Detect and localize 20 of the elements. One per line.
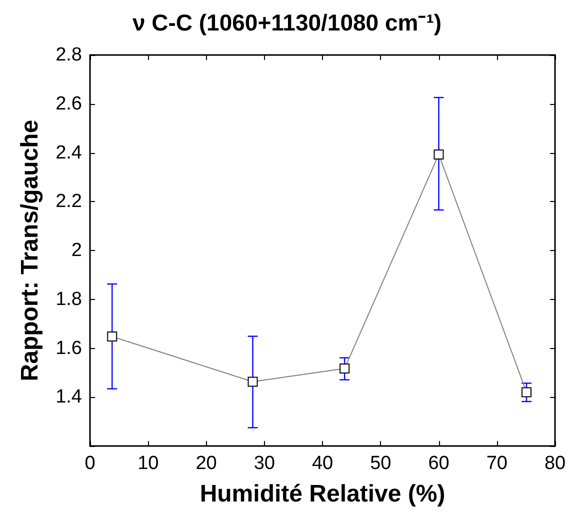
x-tick-label: 60 <box>428 453 450 474</box>
x-tick-label: 10 <box>138 453 159 474</box>
chart-title: ν C-C (1060+1130/1080 cm⁻¹) <box>132 10 442 36</box>
y-tick-label: 1.8 <box>56 288 82 310</box>
y-tick-label: 1.6 <box>56 338 82 359</box>
x-axis-title: Humidité Relative (%) <box>200 480 446 508</box>
x-tick-label: 30 <box>254 453 275 474</box>
y-tick-label: 2.2 <box>56 191 82 212</box>
x-tick-label: 80 <box>544 453 566 474</box>
x-tick-label: 20 <box>196 453 217 474</box>
y-tick-label: 2.8 <box>56 44 82 66</box>
y-tick-label: 2.4 <box>56 142 82 164</box>
x-tick-label: 70 <box>486 453 508 474</box>
y-tick-label: 2.6 <box>56 93 82 114</box>
y-tick-label: 1.4 <box>56 386 82 408</box>
x-tick-label: 0 <box>84 453 96 474</box>
x-tick-label: 40 <box>312 453 334 474</box>
y-tick-label: 2 <box>71 240 82 261</box>
y-axis-title: Rapport: Trans/gauche <box>16 120 44 382</box>
x-tick-label: 50 <box>370 453 392 474</box>
